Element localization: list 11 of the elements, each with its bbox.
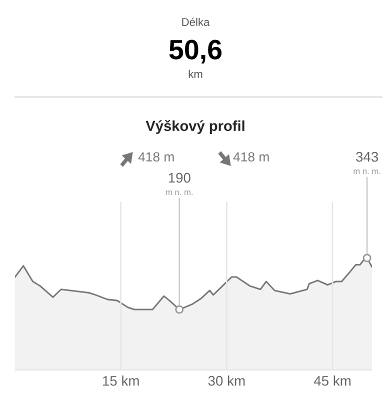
text: 50,6 bbox=[169, 40, 222, 64]
text: 418 m bbox=[233, 152, 269, 162]
text: Délka bbox=[182, 18, 210, 26]
x-tick-label: 30 km bbox=[208, 376, 245, 386]
text: km bbox=[188, 70, 202, 78]
annotation: 190 m n. m. bbox=[166, 172, 193, 196]
annotation: 343 m n. m. bbox=[354, 152, 380, 174]
x-tick-label: 15 km bbox=[102, 376, 139, 386]
x-tick-label: 45 km bbox=[314, 376, 350, 386]
chart-title: Výškový profil bbox=[146, 120, 244, 134]
text: 418 m bbox=[138, 152, 174, 162]
